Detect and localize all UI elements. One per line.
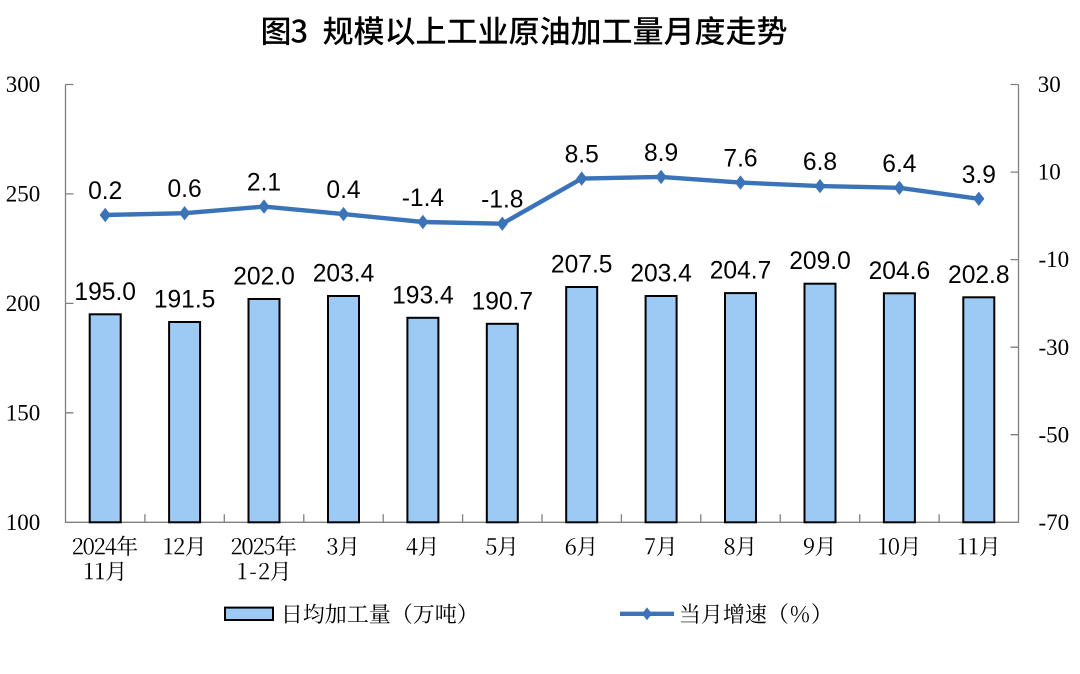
svg-text:-70: -70 bbox=[1039, 510, 1070, 535]
svg-text:202.0: 202.0 bbox=[233, 264, 295, 291]
svg-text:193.4: 193.4 bbox=[392, 282, 454, 309]
svg-text:203.4: 203.4 bbox=[313, 261, 375, 288]
svg-text:202.8: 202.8 bbox=[948, 262, 1010, 289]
svg-text:10: 10 bbox=[1038, 160, 1061, 185]
svg-text:-1.8: -1.8 bbox=[481, 187, 523, 214]
svg-text:204.6: 204.6 bbox=[869, 258, 931, 285]
svg-text:200: 200 bbox=[6, 291, 41, 316]
svg-text:0.2: 0.2 bbox=[88, 178, 122, 205]
svg-text:191.5: 191.5 bbox=[154, 287, 216, 314]
svg-text:30: 30 bbox=[1038, 72, 1061, 97]
svg-text:8.9: 8.9 bbox=[644, 140, 678, 167]
svg-text:6.8: 6.8 bbox=[803, 149, 837, 176]
svg-text:204.7: 204.7 bbox=[710, 258, 772, 285]
svg-text:0.4: 0.4 bbox=[326, 177, 360, 204]
svg-text:190.7: 190.7 bbox=[472, 288, 534, 315]
svg-text:195.0: 195.0 bbox=[74, 279, 136, 306]
svg-text:3.9: 3.9 bbox=[962, 162, 996, 189]
svg-text:250: 250 bbox=[6, 182, 41, 207]
svg-text:7.6: 7.6 bbox=[723, 146, 757, 173]
svg-text:-1.4: -1.4 bbox=[402, 185, 444, 212]
svg-text:-30: -30 bbox=[1039, 335, 1070, 360]
svg-text:209.0: 209.0 bbox=[789, 248, 851, 275]
svg-text:6.4: 6.4 bbox=[882, 151, 916, 178]
svg-text:207.5: 207.5 bbox=[551, 252, 613, 279]
svg-text:-50: -50 bbox=[1039, 422, 1070, 447]
svg-text:150: 150 bbox=[6, 400, 41, 425]
svg-text:-10: -10 bbox=[1039, 247, 1070, 272]
svg-text:2.1: 2.1 bbox=[247, 170, 281, 197]
svg-text:8.5: 8.5 bbox=[565, 142, 599, 169]
svg-text:300: 300 bbox=[6, 72, 41, 97]
svg-text:100: 100 bbox=[6, 510, 41, 535]
svg-text:0.6: 0.6 bbox=[167, 176, 201, 203]
svg-text:203.4: 203.4 bbox=[630, 261, 692, 288]
